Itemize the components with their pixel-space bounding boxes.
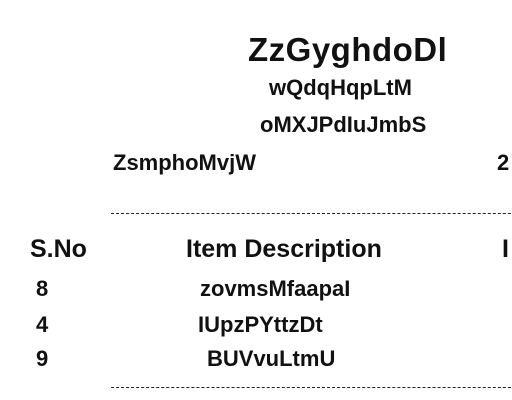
row-description: IUpzPYttzDt xyxy=(198,312,323,337)
column-header-sno: S.No xyxy=(30,235,87,263)
dashed-divider-top xyxy=(111,213,512,214)
dashed-divider-bottom xyxy=(111,387,512,388)
receipt-title: ZzGyghdoDl xyxy=(248,31,448,68)
receipt-subtitle-2: oMXJPdIuJmbS xyxy=(260,112,427,137)
row-description: BUVvuLtmU xyxy=(207,346,336,371)
receipt-subtitle-1: wQdqHqpLtM xyxy=(269,75,412,100)
row-sno: 8 xyxy=(36,276,49,301)
row-sno: 4 xyxy=(36,312,49,337)
row-description: zovmsMfaapaI xyxy=(200,276,351,301)
row-sno: 9 xyxy=(36,346,49,371)
column-header-partial: I xyxy=(502,235,509,263)
receipt-left-info: ZsmphoMvjW xyxy=(113,150,256,175)
receipt-right-info: 2 xyxy=(497,150,510,175)
column-header-description: Item Description xyxy=(186,235,382,263)
